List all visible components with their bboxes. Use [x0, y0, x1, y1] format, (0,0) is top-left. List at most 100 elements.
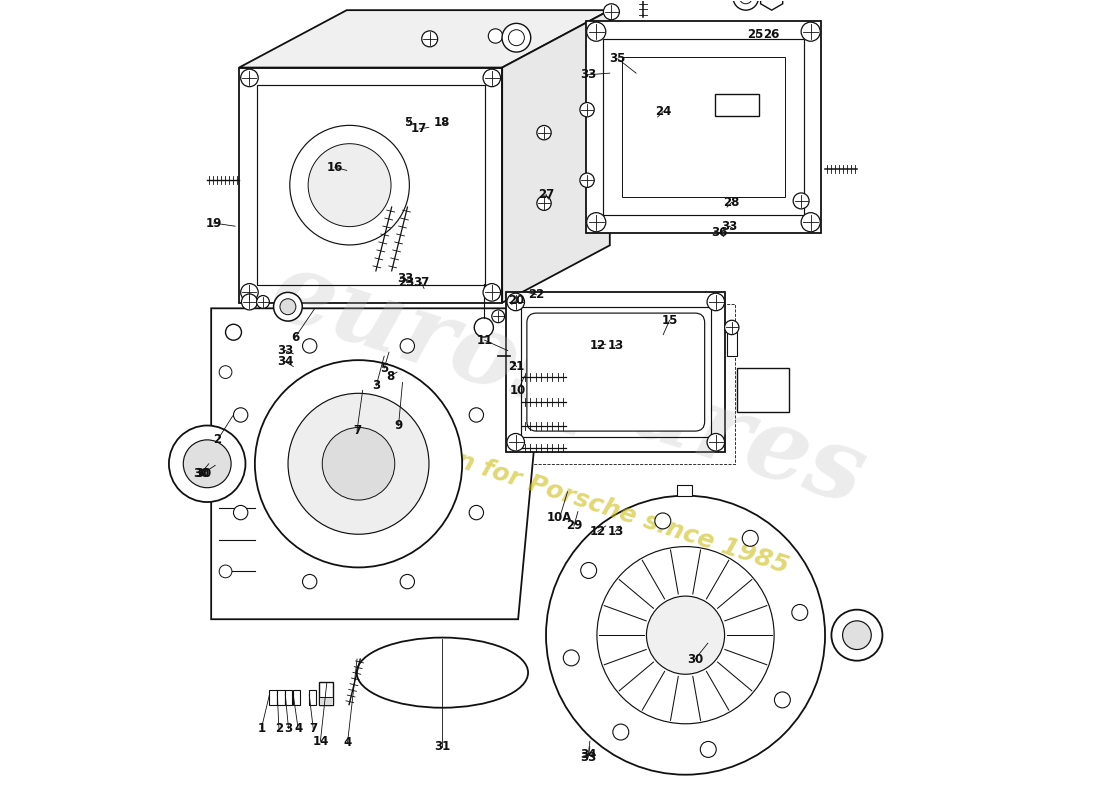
Text: 23: 23	[398, 275, 415, 289]
Text: 34: 34	[580, 748, 596, 762]
Circle shape	[793, 193, 810, 209]
Circle shape	[219, 565, 232, 578]
Circle shape	[242, 294, 257, 310]
Circle shape	[597, 546, 774, 724]
Text: 20: 20	[508, 294, 525, 307]
Text: 33: 33	[722, 220, 737, 233]
Text: 5: 5	[404, 116, 412, 129]
Circle shape	[288, 394, 429, 534]
Circle shape	[537, 126, 551, 140]
Text: 33: 33	[580, 68, 596, 82]
Text: a passion for Porsche since 1985: a passion for Porsche since 1985	[343, 413, 792, 578]
Text: 33: 33	[580, 750, 596, 764]
Polygon shape	[211, 308, 535, 619]
Text: 37: 37	[412, 275, 429, 289]
Circle shape	[219, 470, 232, 482]
Text: 2: 2	[275, 722, 283, 735]
Bar	[294, 690, 300, 705]
Circle shape	[580, 102, 594, 117]
Circle shape	[169, 426, 245, 502]
Circle shape	[843, 621, 871, 650]
Text: 29: 29	[565, 519, 582, 533]
Bar	[586, 22, 821, 233]
Text: 33: 33	[397, 272, 412, 286]
Circle shape	[613, 724, 629, 740]
Text: 30: 30	[192, 467, 209, 480]
Bar	[715, 94, 759, 116]
Text: 1: 1	[257, 722, 265, 735]
Text: 17: 17	[411, 122, 428, 135]
Bar	[319, 682, 333, 705]
Text: 14: 14	[312, 734, 329, 748]
Text: 7: 7	[309, 722, 317, 735]
Polygon shape	[239, 67, 503, 302]
Circle shape	[733, 0, 759, 10]
Bar	[309, 690, 317, 705]
Text: 13: 13	[607, 525, 624, 538]
Circle shape	[302, 338, 317, 353]
Circle shape	[801, 22, 821, 42]
Circle shape	[302, 574, 317, 589]
Text: 2: 2	[213, 434, 221, 446]
Text: 5: 5	[381, 362, 388, 374]
Text: 18: 18	[434, 116, 451, 129]
Circle shape	[792, 605, 807, 621]
Circle shape	[241, 284, 258, 301]
Polygon shape	[503, 10, 609, 302]
Circle shape	[586, 22, 606, 42]
Circle shape	[470, 408, 484, 422]
Circle shape	[507, 434, 525, 451]
Text: 19: 19	[206, 217, 222, 230]
Circle shape	[483, 284, 500, 301]
Circle shape	[279, 298, 296, 314]
Circle shape	[256, 295, 270, 308]
Ellipse shape	[356, 638, 528, 708]
Text: 33: 33	[277, 344, 294, 357]
Text: 4: 4	[343, 736, 352, 750]
Text: 3: 3	[372, 379, 381, 392]
Circle shape	[774, 692, 791, 708]
Circle shape	[184, 440, 231, 488]
Text: 8: 8	[386, 370, 395, 382]
Text: 6: 6	[290, 331, 299, 344]
Text: 15: 15	[661, 314, 678, 326]
Text: 9: 9	[395, 419, 403, 432]
Text: 34: 34	[277, 355, 294, 368]
Bar	[516, 304, 735, 464]
FancyBboxPatch shape	[527, 313, 705, 431]
Circle shape	[537, 196, 551, 210]
Text: 24: 24	[654, 105, 671, 118]
Circle shape	[654, 513, 671, 529]
Circle shape	[233, 408, 248, 422]
Bar	[678, 485, 692, 496]
Bar	[277, 690, 285, 705]
Text: eurospares: eurospares	[258, 242, 877, 526]
Bar	[506, 292, 725, 452]
Circle shape	[832, 610, 882, 661]
Text: 3: 3	[285, 722, 293, 735]
Circle shape	[586, 213, 606, 232]
Circle shape	[488, 29, 503, 43]
Text: 11: 11	[476, 334, 493, 346]
Bar	[727, 332, 737, 356]
Text: 36: 36	[711, 226, 727, 239]
Text: 27: 27	[538, 188, 554, 201]
Circle shape	[546, 496, 825, 774]
Circle shape	[701, 742, 716, 758]
Bar	[270, 690, 276, 705]
Text: 30: 30	[195, 467, 211, 480]
Circle shape	[742, 530, 758, 546]
Polygon shape	[239, 10, 609, 67]
Circle shape	[483, 69, 500, 86]
Text: 25: 25	[748, 28, 763, 42]
Circle shape	[226, 324, 242, 340]
Text: 7: 7	[353, 424, 361, 437]
Circle shape	[581, 562, 596, 578]
Circle shape	[219, 366, 232, 378]
Circle shape	[725, 320, 739, 334]
Bar	[621, 57, 785, 197]
Circle shape	[289, 126, 409, 245]
Bar	[285, 690, 293, 705]
Text: 22: 22	[528, 288, 544, 302]
Circle shape	[255, 360, 462, 567]
